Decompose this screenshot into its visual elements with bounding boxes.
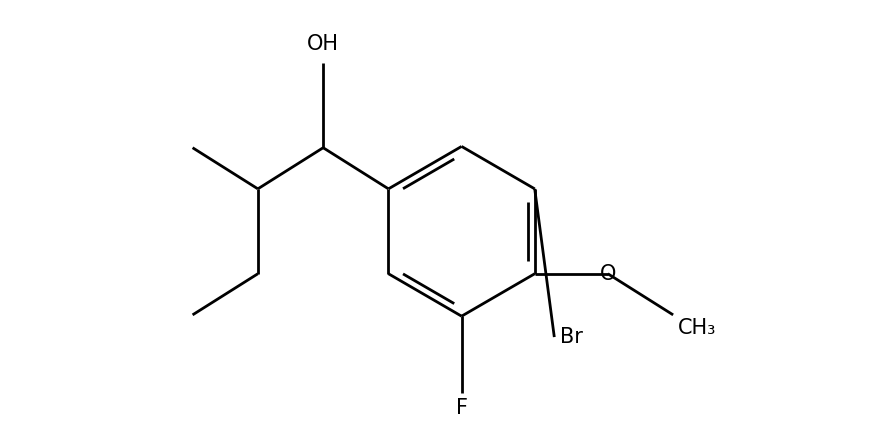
Text: OH: OH [307,34,339,54]
Text: F: F [455,398,468,418]
Text: Br: Br [560,327,583,347]
Text: O: O [599,264,616,284]
Text: CH₃: CH₃ [678,318,717,338]
